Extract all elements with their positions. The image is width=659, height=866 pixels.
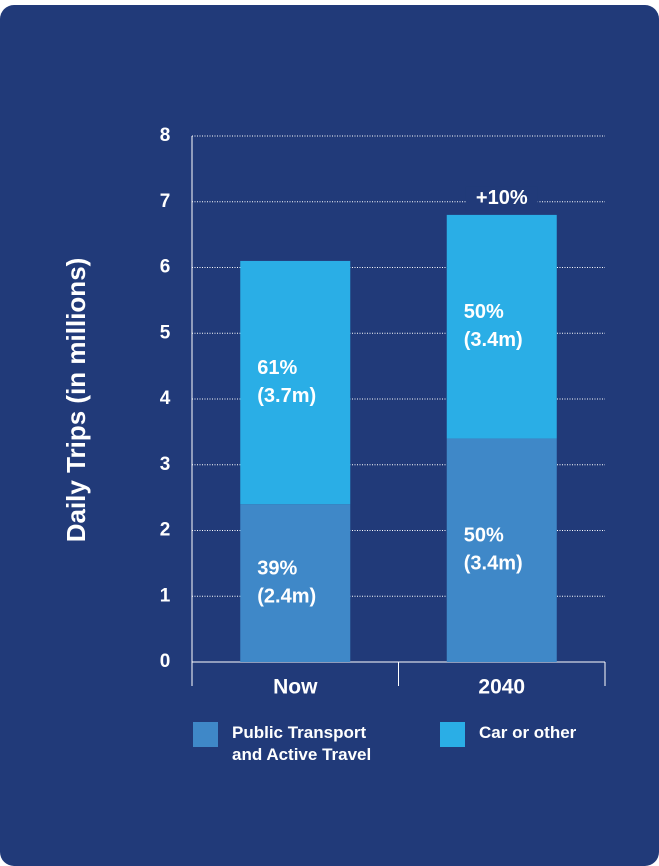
value-label: (3.4m) — [464, 553, 523, 575]
legend-swatch — [440, 722, 465, 747]
value-label: 50% — [464, 525, 504, 547]
y-axis-label: Daily Trips (in millions) — [61, 258, 91, 543]
y-tick-label: 4 — [160, 388, 171, 409]
y-tick-label: 1 — [160, 585, 171, 606]
legend-label: Public Transport and Active Travel — [232, 723, 372, 764]
bar-segment — [240, 504, 351, 662]
y-tick-label: 2 — [160, 520, 171, 541]
legend-swatch — [193, 722, 218, 747]
bar-segment — [446, 438, 557, 662]
value-label: 61% — [257, 357, 297, 379]
x-tick-label: 2040 — [478, 676, 525, 699]
y-tick-label: 6 — [160, 257, 171, 278]
bar-segment — [240, 260, 351, 505]
value-label: 39% — [257, 557, 297, 579]
y-tick-label: 7 — [160, 191, 171, 212]
legend-entry: Public Transport and Active Travel — [193, 722, 393, 766]
value-label: (3.7m) — [257, 385, 316, 407]
value-label: (2.4m) — [257, 585, 316, 607]
y-tick-label: 3 — [160, 454, 171, 475]
bar-segment — [446, 214, 557, 439]
y-tick-label: 5 — [160, 322, 171, 343]
annotation: +10% — [476, 187, 528, 209]
y-tick-label: 0 — [160, 651, 171, 672]
value-label: (3.4m) — [464, 329, 523, 351]
legend-entry: Car or other — [440, 722, 640, 747]
annotation-bg — [465, 186, 538, 211]
legend-label: Car or other — [479, 723, 577, 742]
y-tick-label: 8 — [160, 125, 171, 146]
value-label: 50% — [464, 301, 504, 323]
x-tick-label: Now — [273, 676, 318, 699]
